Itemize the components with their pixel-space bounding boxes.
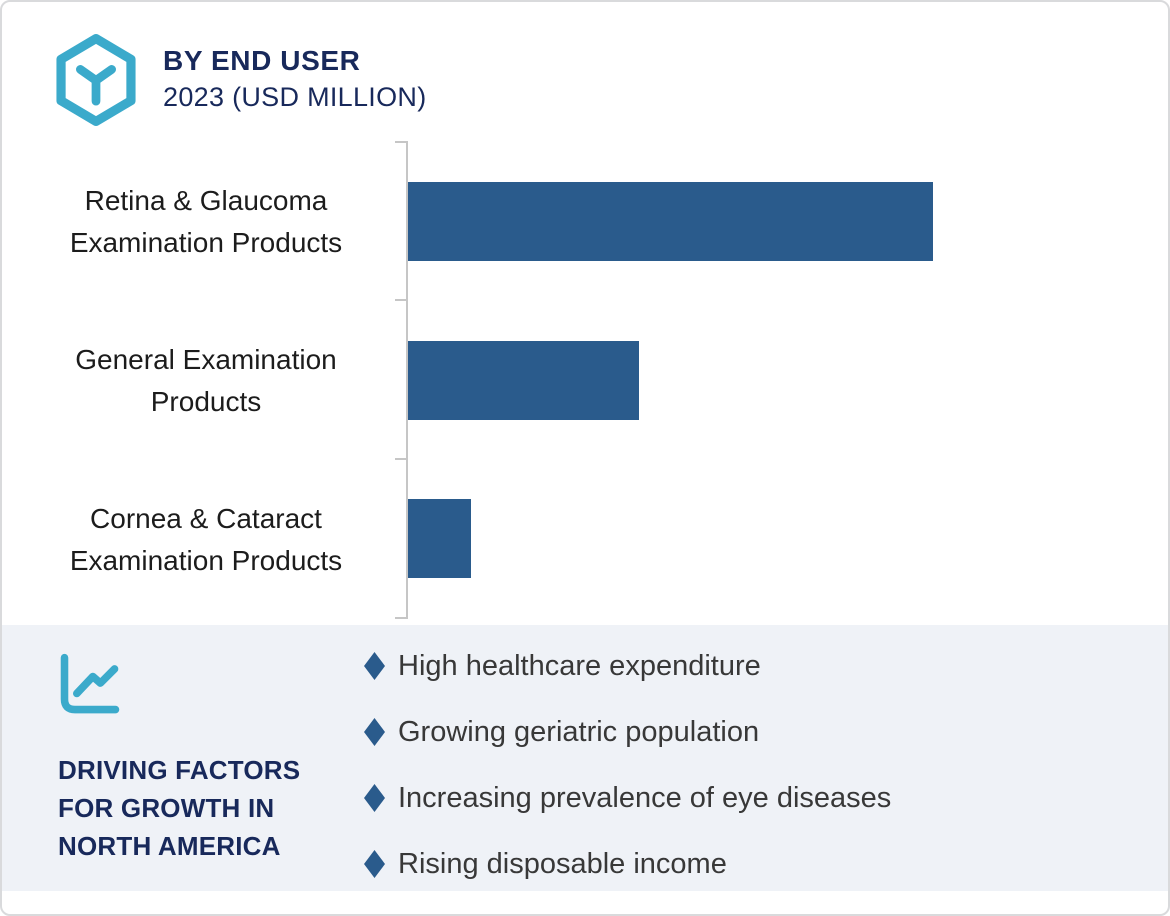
factor-text: High healthcare expenditure [398,650,761,682]
bar-retina-glaucoma [408,182,933,261]
driving-factors-heading: DRIVING FACTORS FOR GROWTH IN NORTH AMER… [58,755,301,861]
list-item: High healthcare expenditure [364,649,891,683]
bar-cornea-cataract [408,499,471,578]
factor-text: Increasing prevalence of eye diseases [398,782,892,814]
driving-factors-list: High healthcare expenditure Growing geri… [364,649,891,881]
chart-header: BY END USER 2023 (USD MILLION) [163,43,426,116]
axis-tick [395,458,407,460]
chart-title: BY END USER [163,45,361,76]
axis-tick [395,299,407,301]
list-item: Increasing prevalence of eye diseases [364,781,891,815]
category-label-retina-glaucoma: Retina & Glaucoma Examination Products [69,184,343,258]
category-label-cornea-cataract: Cornea & Cataract Examination Products [69,502,343,576]
category-label-general: General Examination Products [75,343,337,417]
hexagon-cube-icon [56,34,136,126]
list-item: Growing geriatric population [364,715,891,749]
factor-text: Growing geriatric population [398,716,760,748]
diamond-icon [364,652,385,680]
driving-factors-panel [2,625,1168,891]
y-axis-line [406,141,408,619]
line-chart-icon [60,653,120,714]
axis-tick [395,617,407,619]
bar-general [408,341,639,420]
axis-tick [395,141,407,143]
diamond-icon [364,850,385,878]
diamond-icon [364,784,385,812]
chart-subtitle: 2023 (USD MILLION) [163,82,427,112]
diamond-icon [364,718,385,746]
factor-text: Rising disposable income [398,848,727,880]
list-item: Rising disposable income [364,847,891,881]
